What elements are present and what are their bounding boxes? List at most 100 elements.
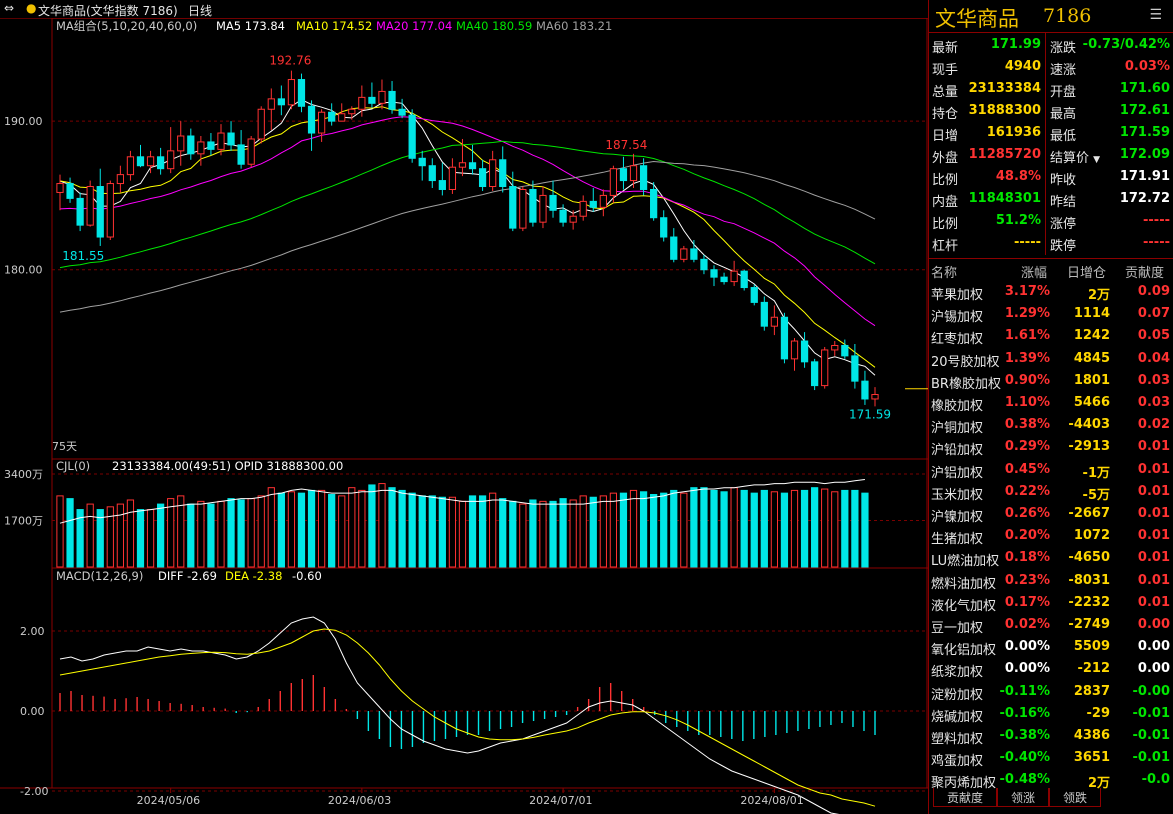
rank-row[interactable]: 氧化铝加权 0.00% 5509 0.00: [929, 636, 1173, 658]
rank-change: 1.29%: [1004, 306, 1050, 322]
rank-oi-change: 4386: [1073, 728, 1110, 743]
candle-body: [790, 340, 799, 360]
rank-row[interactable]: 燃料油加权 0.23% -8031 0.01: [929, 570, 1173, 592]
candle-body: [458, 162, 467, 168]
rank-change: -0.40%: [999, 750, 1051, 766]
volume-bar: [800, 489, 809, 568]
rank-row[interactable]: 豆一加权 0.02% -2749 0.00: [929, 614, 1173, 636]
volume-bar: [146, 509, 155, 568]
rank-change: 0.00%: [1004, 639, 1050, 655]
rank-row[interactable]: 沪锡加权 1.29% 1114 0.07: [929, 303, 1173, 325]
rank-contribution: -0.01: [1132, 728, 1170, 743]
rank-contribution: 0.00: [1137, 661, 1170, 677]
date-tick: 2024/07/01: [529, 794, 592, 807]
rank-contribution: 0.02: [1137, 417, 1170, 433]
period-selector[interactable]: 日线: [188, 4, 213, 18]
quote-value: 51.2%: [995, 213, 1041, 228]
rank-row[interactable]: 红枣加权 1.61% 1242 0.05: [929, 325, 1173, 347]
rank-row[interactable]: BR橡胶加权 0.90% 1801 0.03: [929, 370, 1173, 392]
rank-name: 20号胶加权: [931, 354, 1000, 370]
tab-leading-down[interactable]: 领跌: [1049, 788, 1101, 807]
rank-row[interactable]: 液化气加权 0.17% -2232 0.01: [929, 592, 1173, 614]
rank-oi-change: -4403: [1068, 417, 1110, 433]
rank-row[interactable]: 鸡蛋加权 -0.40% 3651 -0.01: [929, 747, 1173, 769]
quote-label: 外盘: [932, 151, 959, 166]
rank-change: 0.38%: [1004, 417, 1050, 433]
candle-body: [831, 344, 839, 351]
rank-row[interactable]: 沪铝加权 0.45% -1万 0.01: [929, 459, 1173, 481]
window-menu-icon[interactable]: ⇔: [4, 1, 15, 15]
volume-bar: [408, 492, 416, 568]
menu-icon[interactable]: ☰: [1149, 7, 1162, 23]
candle-body: [126, 156, 135, 176]
candle-body: [468, 162, 477, 170]
tab-contribution[interactable]: 贡献度: [933, 788, 997, 807]
rank-oi-change: 1801: [1073, 372, 1110, 388]
rank-row[interactable]: 塑料加权 -0.38% 4386 -0.01: [929, 725, 1173, 747]
rank-row[interactable]: 苹果加权 3.17% 2万 0.09: [929, 281, 1173, 303]
candle-body: [489, 159, 497, 188]
rank-row[interactable]: LU燃油加权 0.18% -4650 0.01: [929, 547, 1173, 569]
rank-contribution: 0.05: [1137, 328, 1170, 344]
quote-right-row: 速涨 0.03%: [1046, 56, 1173, 78]
rank-change: 0.26%: [1004, 506, 1050, 521]
volume-bar: [811, 487, 819, 568]
rank-header-name[interactable]: 名称: [931, 266, 958, 281]
volume-bar: [790, 489, 799, 568]
ma10-line: [59, 106, 876, 368]
quote-value: -----: [1143, 235, 1170, 250]
candle-body: [509, 186, 517, 229]
rank-row[interactable]: 沪镍加权 0.26% -2667 0.01: [929, 503, 1173, 525]
quote-label: 比例: [932, 173, 959, 188]
rank-header-contribution[interactable]: 贡献度: [1125, 266, 1165, 281]
tab-leading-up[interactable]: 领涨: [997, 788, 1049, 807]
volume-bar: [237, 499, 245, 568]
rank-row[interactable]: 沪铜加权 0.38% -4403 0.02: [929, 414, 1173, 436]
rank-row[interactable]: 烧碱加权 -0.16% -29 -0.01: [929, 703, 1173, 725]
rank-header-change[interactable]: 涨幅: [1021, 266, 1048, 281]
rank-contribution: 0.04: [1137, 350, 1170, 366]
rank-header-oi-change[interactable]: 日增仓: [1067, 266, 1107, 281]
rank-change: 0.90%: [1004, 372, 1050, 388]
volume-bar: [589, 496, 597, 568]
volume-bar: [559, 498, 567, 568]
volume-tick: 3400万: [4, 468, 43, 481]
rank-name: 氧化铝加权: [931, 643, 997, 659]
volume-bar: [720, 491, 728, 568]
quote-value: 172.72: [1119, 191, 1170, 206]
rank-row[interactable]: 聚丙烯加权 -0.48% 2万 -0.0: [929, 769, 1173, 791]
rank-row[interactable]: 淀粉加权 -0.11% 2837 -0.00: [929, 681, 1173, 703]
rank-row[interactable]: 玉米加权 0.22% -5万 0.01: [929, 481, 1173, 503]
rank-oi-change: 5509: [1073, 639, 1110, 655]
candle-body: [267, 98, 275, 110]
rank-oi-change: 2837: [1073, 683, 1110, 699]
rank-oi-change: -8031: [1068, 572, 1110, 588]
rank-oi-change: 2万: [1087, 288, 1110, 303]
rank-row[interactable]: 橡胶加权 1.10% 5466 0.03: [929, 392, 1173, 414]
rank-row[interactable]: 20号胶加权 1.39% 4845 0.04: [929, 348, 1173, 370]
volume-bar: [338, 495, 346, 568]
ma60-line: [59, 160, 876, 313]
macd-tick: 0.00: [20, 705, 45, 718]
rank-row[interactable]: 沪铅加权 0.29% -2913 0.01: [929, 436, 1173, 458]
volume-bar: [297, 492, 306, 568]
rank-contribution: 0.01: [1137, 506, 1170, 521]
volume-bar: [428, 495, 436, 568]
candle-body: [56, 183, 64, 193]
candle-body: [851, 355, 859, 382]
candle-body: [106, 183, 114, 238]
rank-row[interactable]: 生猪加权 0.20% 1072 0.01: [929, 525, 1173, 547]
volume-bar: [96, 509, 104, 568]
candle-body: [207, 141, 215, 150]
quote-value: 171.60: [1119, 81, 1170, 96]
volume-bar: [670, 489, 678, 568]
rank-contribution: 0.09: [1137, 284, 1170, 299]
candle-body: [770, 316, 779, 327]
volume-bar: [509, 500, 517, 568]
rank-name: 沪铝加权: [931, 465, 984, 481]
rank-row[interactable]: 纸浆加权 0.00% -212 0.00: [929, 658, 1173, 680]
candle-body: [257, 108, 265, 140]
candle-body: [589, 200, 597, 208]
candle-body: [428, 165, 436, 182]
chart-area[interactable]: 190.00 180.00 192.76 187.54 181.55 171.59 75天 M…: [0, 18, 928, 814]
